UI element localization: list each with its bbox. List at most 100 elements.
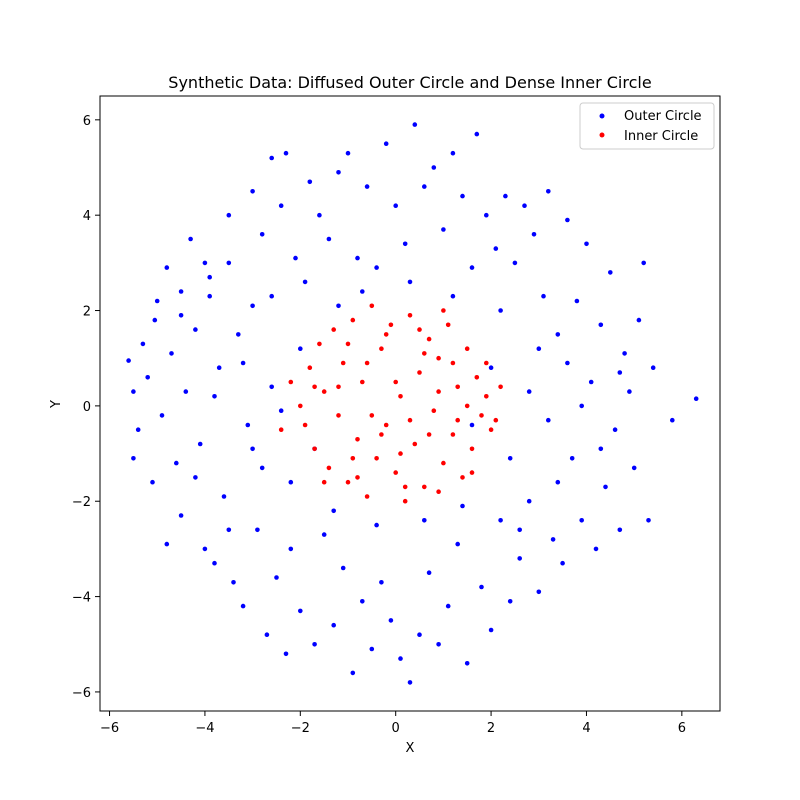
outer-point (178, 289, 184, 294)
outer-point (636, 317, 642, 323)
outer-point (422, 184, 427, 189)
outer-point (360, 289, 365, 294)
x-tick-label: 6 (678, 721, 686, 736)
outer-point (283, 651, 289, 657)
y-tick-label: 6 (83, 114, 91, 129)
outer-point (555, 332, 561, 337)
outer-point (417, 632, 422, 637)
outer-point (226, 212, 232, 218)
inner-point (364, 494, 370, 499)
outer-point (374, 522, 379, 528)
outer-point (274, 575, 279, 580)
outer-point (693, 396, 699, 402)
outer-point (488, 627, 494, 633)
outer-point (298, 346, 303, 352)
outer-point (340, 565, 346, 571)
outer-point (569, 456, 575, 461)
outer-point (512, 260, 518, 266)
outer-point (622, 351, 627, 356)
x-tick-label: −2 (291, 721, 310, 736)
y-tick-label: 0 (83, 400, 91, 415)
outer-point (255, 527, 260, 533)
outer-point (207, 274, 212, 280)
inner-point (383, 332, 389, 337)
outer-point (250, 446, 255, 452)
inner-point (498, 384, 503, 390)
outer-point (407, 680, 413, 685)
outer-point (336, 303, 341, 309)
outer-point (278, 408, 284, 414)
inner-point (436, 489, 441, 495)
outer-point (307, 179, 313, 185)
outer-point (250, 303, 255, 309)
outer-point (450, 150, 456, 156)
outer-point (178, 513, 184, 518)
inner-point (474, 375, 480, 380)
outer-point (612, 427, 618, 433)
inner-point (469, 470, 475, 475)
outer-point (321, 532, 327, 537)
outer-point (288, 479, 294, 485)
outer-point (455, 541, 461, 547)
inner-point (321, 389, 327, 394)
outer-point (269, 155, 275, 161)
outer-point (259, 232, 265, 237)
outer-point (298, 608, 303, 614)
outer-point (646, 518, 651, 523)
inner-point (393, 379, 399, 385)
outer-point (317, 212, 322, 218)
outer-point (245, 422, 251, 428)
outer-point (126, 358, 131, 363)
inner-point (369, 413, 375, 418)
outer-point (522, 203, 527, 208)
outer-point (159, 413, 165, 418)
outer-point (259, 465, 265, 471)
outer-point (331, 508, 337, 514)
inner-point (288, 379, 294, 385)
inner-point (360, 379, 365, 385)
inner-point (484, 394, 489, 399)
inner-point (426, 432, 432, 437)
x-tick-label: 4 (582, 721, 590, 736)
outer-point (302, 279, 308, 285)
outer-point (670, 417, 675, 423)
outer-point (617, 527, 623, 533)
inner-point (441, 460, 446, 466)
outer-point (364, 184, 370, 189)
outer-point (240, 603, 246, 609)
outer-point (498, 518, 503, 523)
inner-point (326, 465, 332, 471)
inner-point (393, 470, 399, 475)
outer-point (426, 570, 432, 575)
legend: Outer Circle Inner Circle (579, 102, 715, 150)
outer-point (236, 332, 241, 337)
outer-point (188, 236, 193, 242)
inner-point (278, 427, 284, 433)
outer-point (627, 389, 632, 394)
outer-point (445, 603, 451, 609)
points-layer (126, 122, 699, 685)
outer-point (650, 365, 656, 371)
outer-point (617, 370, 623, 375)
outer-point (264, 632, 270, 637)
outer-point (498, 308, 503, 313)
outer-point (383, 141, 389, 146)
inner-point (460, 475, 465, 480)
outer-point (588, 379, 594, 385)
inner-point (331, 327, 337, 332)
outer-point (469, 422, 475, 428)
outer-point (226, 260, 232, 266)
outer-point (269, 293, 275, 299)
outer-point (579, 518, 584, 523)
outer-point (402, 241, 408, 247)
inner-point (364, 360, 370, 366)
inner-point (340, 360, 346, 366)
outer-point (631, 465, 637, 471)
inner-point (417, 327, 422, 332)
inner-point (479, 413, 484, 418)
outer-point (212, 394, 217, 399)
outer-point (183, 389, 189, 394)
outer-point (441, 227, 446, 232)
outer-point (593, 546, 599, 552)
